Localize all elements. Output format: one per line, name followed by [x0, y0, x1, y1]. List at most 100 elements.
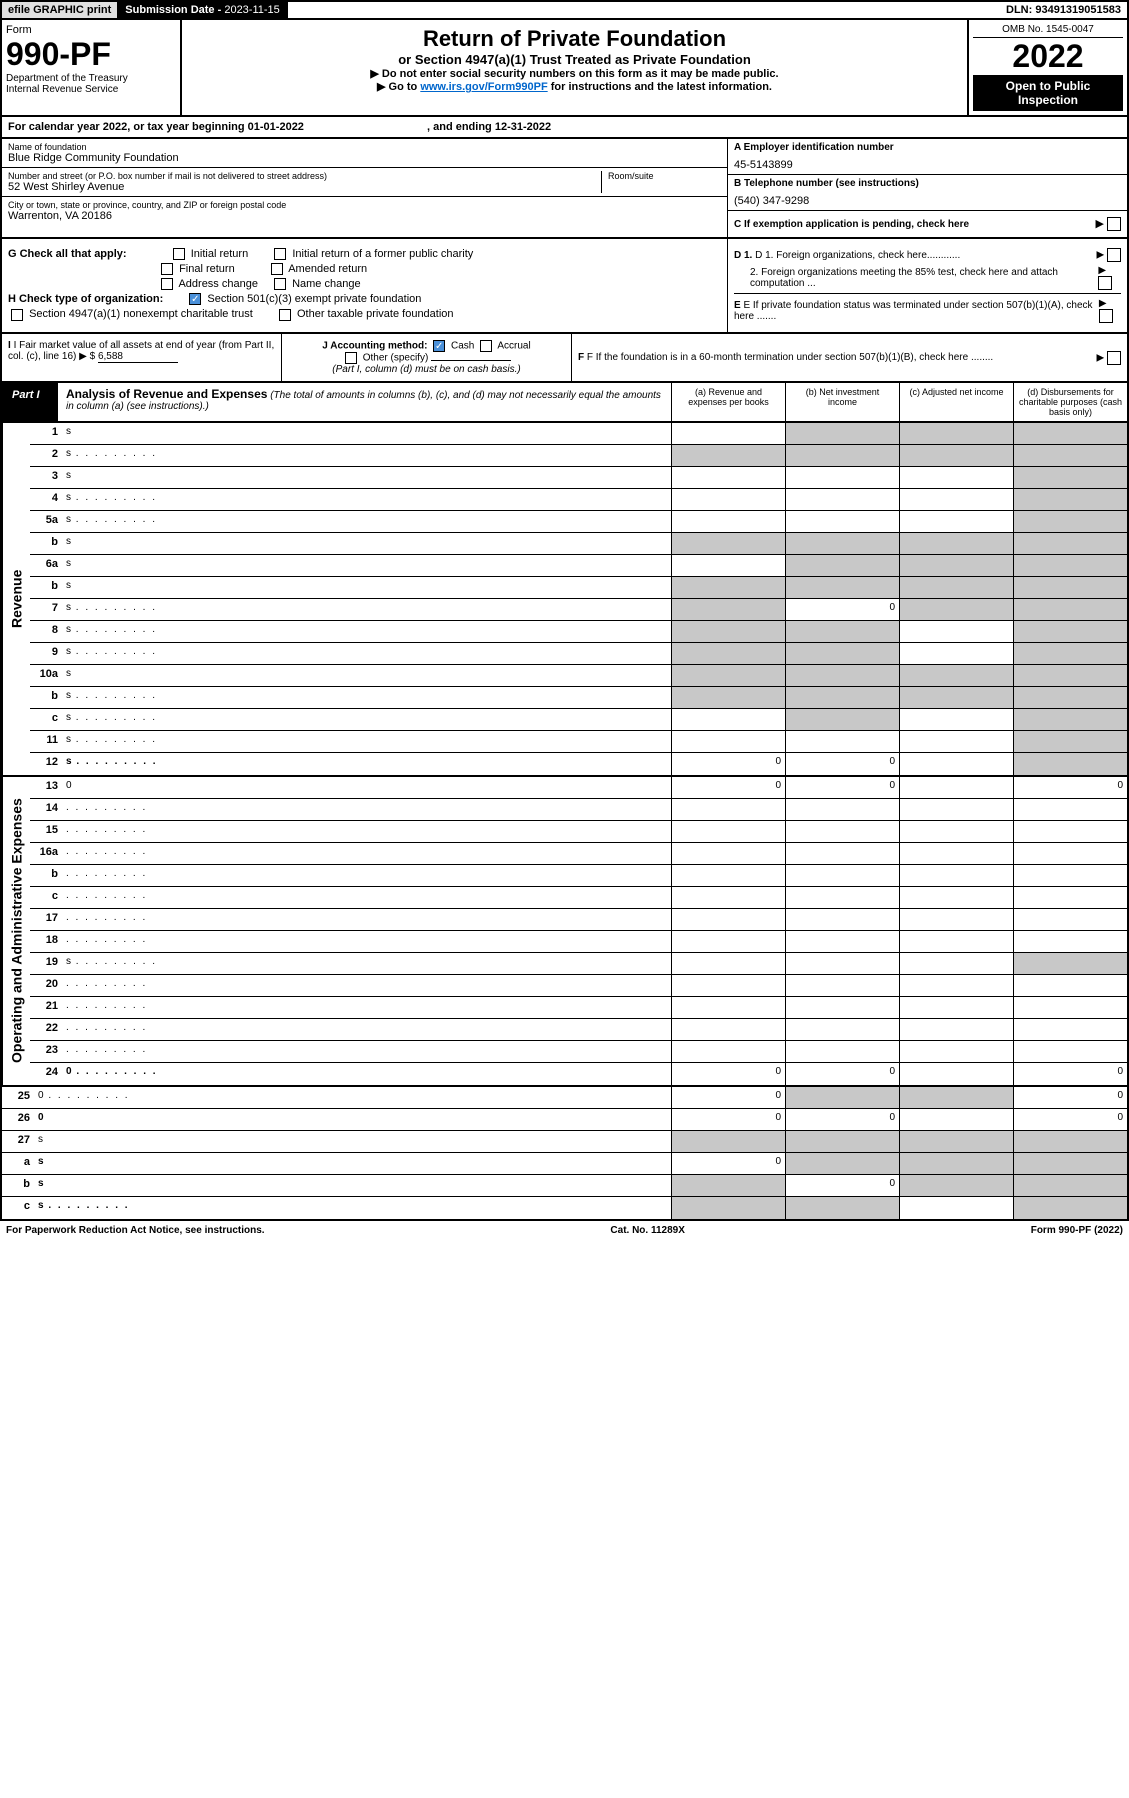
- accrual-chk[interactable]: [480, 340, 492, 352]
- g-opt-4: Address change: [178, 278, 258, 290]
- cell-a: [671, 1197, 785, 1219]
- f-checkbox[interactable]: [1107, 351, 1121, 365]
- col-a-hdr: (a) Revenue and expenses per books: [671, 383, 785, 421]
- cell-c: [899, 489, 1013, 510]
- other-taxable-chk[interactable]: [279, 309, 291, 321]
- cell-a: [671, 821, 785, 842]
- row-desc: s: [62, 489, 671, 510]
- row-num: c: [30, 709, 62, 730]
- row-desc: s: [62, 753, 671, 775]
- cell-a: [671, 997, 785, 1018]
- cell-b: [785, 1041, 899, 1062]
- cell-b: [785, 887, 899, 908]
- cell-c: [899, 1175, 1013, 1196]
- cell-d: [1013, 445, 1127, 466]
- cell-a: [671, 643, 785, 664]
- cell-b: [785, 709, 899, 730]
- row-desc: 0: [62, 777, 671, 798]
- exemption-pending-row: C If exemption application is pending, c…: [728, 214, 1127, 234]
- accounting-method-block: J Accounting method: Cash Accrual Other …: [282, 334, 572, 381]
- row-num: 3: [30, 467, 62, 488]
- line-3: 3s: [30, 467, 1127, 489]
- cell-d: 0: [1013, 1087, 1127, 1108]
- row-desc: [62, 1019, 671, 1040]
- cell-c: [899, 665, 1013, 686]
- cell-c: [899, 953, 1013, 974]
- 501c3-chk[interactable]: [189, 293, 201, 305]
- cash-chk[interactable]: [433, 340, 445, 352]
- row-num: 17: [30, 909, 62, 930]
- cell-b: [785, 1019, 899, 1040]
- cell-c: [899, 1109, 1013, 1130]
- j-note: (Part I, column (d) must be on cash basi…: [332, 364, 520, 375]
- line-26: 260000: [2, 1109, 1127, 1131]
- cell-a: [671, 953, 785, 974]
- row-desc: [62, 887, 671, 908]
- line-15: 15: [30, 821, 1127, 843]
- row-num: b: [30, 687, 62, 708]
- row-num: 2: [30, 445, 62, 466]
- form-title-block: Return of Private Foundation or Section …: [182, 20, 967, 115]
- room-label: Room/suite: [608, 171, 721, 181]
- cell-b: [785, 953, 899, 974]
- checks-block: G Check all that apply: Initial return I…: [0, 239, 1129, 334]
- initial-return-chk[interactable]: [173, 248, 185, 260]
- cell-d: [1013, 489, 1127, 510]
- cell-a: [671, 665, 785, 686]
- cell-b: [785, 511, 899, 532]
- 4947-chk[interactable]: [11, 309, 23, 321]
- row-desc: s: [62, 555, 671, 576]
- amended-return-chk[interactable]: [271, 263, 283, 275]
- initial-former-chk[interactable]: [274, 248, 286, 260]
- final-return-chk[interactable]: [161, 263, 173, 275]
- cell-d: [1013, 843, 1127, 864]
- cell-d: [1013, 1131, 1127, 1152]
- name-change-chk[interactable]: [274, 278, 286, 290]
- cell-b: [785, 821, 899, 842]
- cell-c: [899, 997, 1013, 1018]
- d2-checkbox[interactable]: [1098, 276, 1112, 290]
- form-number-block: Form 990-PF Department of the Treasury I…: [2, 20, 182, 115]
- cell-d: 0: [1013, 1063, 1127, 1085]
- cell-a: [671, 533, 785, 554]
- footer-left: For Paperwork Reduction Act Notice, see …: [6, 1225, 265, 1236]
- row-desc: s: [62, 577, 671, 598]
- address-change-chk[interactable]: [161, 278, 173, 290]
- cell-c: [899, 1087, 1013, 1108]
- line-c: c: [30, 887, 1127, 909]
- irs-link[interactable]: www.irs.gov/Form990PF: [420, 81, 547, 93]
- cell-d: [1013, 1019, 1127, 1040]
- cell-b: [785, 1153, 899, 1174]
- footer-mid: Cat. No. 11289X: [610, 1225, 684, 1236]
- row-num: 27: [2, 1131, 34, 1152]
- f-text: F If the foundation is in a 60-month ter…: [587, 352, 993, 363]
- row-num: b: [30, 577, 62, 598]
- cell-b: [785, 621, 899, 642]
- g-label: G Check all that apply:: [8, 248, 127, 260]
- c-checkbox[interactable]: [1107, 217, 1121, 231]
- cell-a: [671, 1041, 785, 1062]
- row-desc: s: [62, 687, 671, 708]
- e-checkbox[interactable]: [1099, 309, 1113, 323]
- cell-d: [1013, 643, 1127, 664]
- row-desc: [62, 821, 671, 842]
- cell-d: [1013, 953, 1127, 974]
- c-label: C If exemption application is pending, c…: [734, 219, 969, 230]
- cell-b: 0: [785, 1109, 899, 1130]
- d1-checkbox[interactable]: [1107, 248, 1121, 262]
- other-method-chk[interactable]: [345, 352, 357, 364]
- cell-b: [785, 799, 899, 820]
- row-desc: s: [34, 1131, 671, 1152]
- cell-d: [1013, 753, 1127, 775]
- efile-print-button[interactable]: efile GRAPHIC print: [2, 2, 119, 18]
- row-desc: [62, 843, 671, 864]
- cell-d: [1013, 665, 1127, 686]
- cell-b: [785, 865, 899, 886]
- line-4: 4s: [30, 489, 1127, 511]
- footer-right: Form 990-PF (2022): [1031, 1225, 1123, 1236]
- col-b-hdr: (b) Net investment income: [785, 383, 899, 421]
- part1-header: Part I Analysis of Revenue and Expenses …: [0, 383, 1129, 423]
- h-opt-2: Section 4947(a)(1) nonexempt charitable …: [29, 308, 253, 320]
- submission-date-value: 2023-11-15: [224, 4, 279, 16]
- cell-a: 0: [671, 753, 785, 775]
